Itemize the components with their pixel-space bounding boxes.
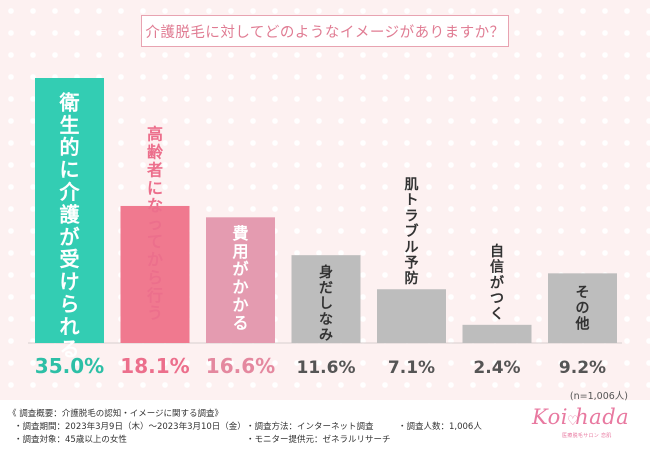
survey-count: ・調査人数：1,006人 [398,422,482,432]
category-label-6: 自信がつく [490,243,505,323]
bar-4 [291,255,361,343]
chart-background [0,0,650,400]
value-label-2: 18.1% [120,354,189,378]
value-label-1: 35.0% [35,354,104,378]
survey-target: ・調査対象：45歳以上の女性 [14,435,127,445]
value-label-6: 2.4% [473,358,520,378]
bar-6 [462,324,532,343]
category-label-5: 肌トラブル予防 [405,177,419,287]
sample-size-note: (n=1,006人) [569,391,628,402]
value-label-7: 9.2% [559,358,606,378]
logo-subtitle: 医療脱毛サロン 恋肌 [562,433,612,439]
survey-heading: 《 調査概要：介護脱毛の認知・イメージに関する調査》 [8,409,224,419]
bar-5 [377,289,446,343]
bar-1 [35,78,104,343]
bar-3 [206,217,275,343]
bar-7 [548,273,617,343]
survey-period: ・調査期間：2023年3月9日（木）〜2023年3月10日（金） [14,422,246,432]
category-label-2: 高齢者になってから行う [146,125,164,323]
chart-title-text: 介護脱毛に対してどのようなイメージがありますか？ [145,24,505,41]
value-label-5: 7.1% [388,358,435,378]
bar-2 [120,205,190,343]
survey-footer: 《 調査概要：介護脱毛の認知・イメージに関する調査》 ・調査期間：2023年3月… [0,401,650,450]
koihada-logo: Koi hada ♡ 医療脱毛サロン 恋肌 [532,405,632,445]
category-label-7: その他 [575,285,590,332]
value-label-3: 16.6% [206,354,275,378]
logo-text: Koi hada [532,405,630,429]
survey-provider: ・モニター提供元：ゼネラルリサーチ [246,435,391,445]
value-label-4: 11.6% [297,358,356,378]
category-label-4: 身だしなみ [319,264,333,344]
heart-icon: ♡ [567,414,579,429]
survey-method: ・調査方法：インターネット調査 [246,422,374,432]
chart-title: 介護脱毛に対してどのようなイメージがありますか？ [141,15,509,47]
category-label-1: 衛生的に介護が受けられる [59,90,81,360]
category-label-3: 費用がかかる [232,224,248,333]
